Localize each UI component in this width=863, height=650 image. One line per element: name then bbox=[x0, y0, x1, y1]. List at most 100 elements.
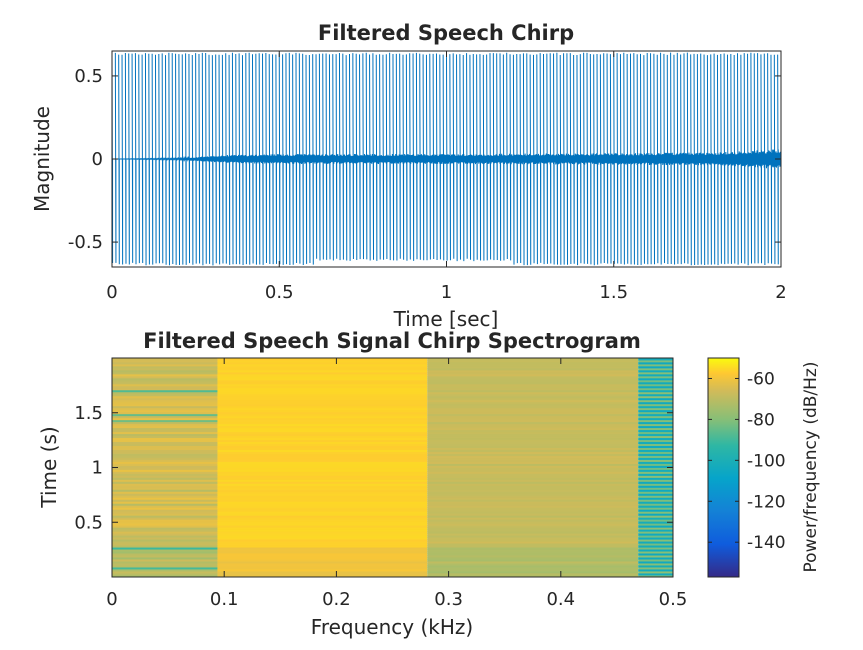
spectrogram-cell bbox=[217, 461, 428, 464]
spectrogram-cell bbox=[217, 481, 428, 484]
spectrogram-cell bbox=[217, 375, 428, 379]
spectrogram-cell bbox=[112, 513, 218, 516]
spectrogram-cell bbox=[217, 447, 428, 450]
spectrogram-cell bbox=[112, 371, 218, 375]
spectrogram-cell bbox=[112, 475, 218, 478]
spectrogram-cell bbox=[112, 387, 218, 391]
spectrogram-cell bbox=[112, 367, 218, 371]
spectrogram-cell bbox=[217, 427, 428, 431]
spectrogram-cell bbox=[427, 567, 639, 570]
spectrogram-cell bbox=[427, 475, 639, 478]
spectrogram-cell bbox=[638, 563, 673, 566]
spectrogram-cell bbox=[427, 521, 639, 524]
signal-x-tick-label: 2 bbox=[775, 282, 786, 303]
spectrogram-cell bbox=[217, 435, 428, 439]
spectrogram-cell bbox=[217, 571, 428, 574]
spectrogram-cell bbox=[638, 517, 673, 520]
spectrogram-cell bbox=[638, 407, 673, 411]
spectrogram-cell bbox=[427, 497, 639, 500]
spectrogram-cell bbox=[638, 413, 673, 417]
spectrogram-cell bbox=[112, 403, 218, 407]
spectrogram-cell bbox=[112, 473, 218, 476]
spectrogram-cell bbox=[638, 527, 673, 530]
spectrogram-cell bbox=[638, 569, 673, 572]
spectrogram-cell bbox=[427, 571, 639, 574]
spectrogram-cell bbox=[638, 459, 673, 462]
spectrogram-cell bbox=[638, 379, 673, 383]
spectrogram-cell bbox=[112, 563, 218, 566]
colorbar-tick-label: -60 bbox=[747, 369, 775, 389]
spectrogram-cell bbox=[217, 457, 428, 460]
signal-y-ticks: 0.5 0 -0.5 bbox=[68, 66, 781, 253]
spectrogram-cell bbox=[217, 475, 428, 478]
spectrogram-cell bbox=[638, 531, 673, 534]
spectrogram-cell bbox=[112, 381, 218, 385]
spectrogram-cell bbox=[217, 473, 428, 476]
spectrogram-cell bbox=[638, 419, 673, 423]
spectrogram-cell bbox=[427, 443, 639, 446]
spectrogram-cell bbox=[427, 401, 639, 405]
spectrogram-cell bbox=[112, 379, 218, 383]
spectrogram-cell bbox=[112, 485, 218, 488]
spectrogram-cell bbox=[638, 395, 673, 399]
spectrogram-cell bbox=[427, 399, 639, 403]
colorbar-gradient bbox=[707, 357, 740, 578]
spectrogram-cell bbox=[217, 463, 428, 466]
spectrogram-cell bbox=[427, 359, 639, 363]
spectrogram-cell bbox=[217, 549, 428, 552]
colorbar-tick-label: -140 bbox=[747, 533, 786, 553]
spectrogram-cell bbox=[217, 451, 428, 454]
spectrogram-cell bbox=[217, 555, 428, 558]
spectrogram-cell bbox=[638, 467, 673, 470]
spectrogram-cell bbox=[638, 359, 673, 363]
spectrogram-cell bbox=[112, 415, 218, 419]
signal-y-tick-label: 0 bbox=[92, 149, 103, 170]
spectrogram-cell bbox=[217, 377, 428, 381]
spectrogram-cell bbox=[427, 543, 639, 546]
spectrogram-cell bbox=[217, 483, 428, 486]
spectrogram-cell bbox=[427, 495, 639, 498]
spectrogram-cell bbox=[217, 459, 428, 462]
spectrogram-cell bbox=[427, 383, 639, 387]
spectrogram-cell bbox=[638, 491, 673, 494]
spectrogram-cell bbox=[217, 429, 428, 433]
spectrogram-x-axis-label: Frequency (kHz) bbox=[311, 615, 473, 639]
spectrogram-cell bbox=[112, 557, 218, 560]
spectrogram-cell bbox=[427, 457, 639, 460]
spectrogram-cell bbox=[217, 405, 428, 409]
spectrogram-cell bbox=[217, 367, 428, 371]
spectrogram-cell bbox=[638, 489, 673, 492]
spectrogram-cell bbox=[638, 485, 673, 488]
signal-x-tick-label: 0 bbox=[106, 282, 117, 303]
spectrogram-cell bbox=[217, 569, 428, 572]
spectrogram-cell bbox=[112, 509, 218, 512]
spectrogram-cell bbox=[112, 491, 218, 494]
spectrogram-cell bbox=[112, 385, 218, 389]
spectrogram-cell bbox=[638, 391, 673, 395]
spectrogram-cell bbox=[112, 501, 218, 504]
spectrogram-cell bbox=[638, 437, 673, 441]
spectrogram-cell bbox=[112, 489, 218, 492]
spectrogram-cell bbox=[638, 383, 673, 387]
spectrogram-cell bbox=[112, 449, 218, 452]
spectrogram-cell bbox=[427, 425, 639, 429]
spectrogram-cell bbox=[427, 415, 639, 419]
spectrogram-cell bbox=[427, 479, 639, 482]
spectrogram-cell bbox=[427, 389, 639, 393]
spectrogram-cell bbox=[217, 517, 428, 520]
spectrogram-cell bbox=[638, 483, 673, 486]
spectrogram-cell bbox=[112, 567, 218, 570]
spectrogram-x-tick-label: 0.2 bbox=[322, 589, 351, 610]
spectrogram-cell bbox=[638, 403, 673, 407]
spectrogram-cell bbox=[112, 413, 218, 417]
spectrogram-cell bbox=[638, 447, 673, 450]
spectrogram-cell bbox=[112, 525, 218, 528]
spectrogram-cell bbox=[427, 537, 639, 540]
spectrogram-cell bbox=[217, 399, 428, 403]
spectrogram-cell bbox=[427, 519, 639, 522]
spectrogram-cell bbox=[427, 491, 639, 494]
spectrogram-cell bbox=[427, 471, 639, 474]
spectrogram-cell bbox=[427, 575, 639, 577]
spectrogram-y-tick-label: 0.5 bbox=[74, 512, 103, 533]
spectrogram-cell bbox=[427, 509, 639, 512]
